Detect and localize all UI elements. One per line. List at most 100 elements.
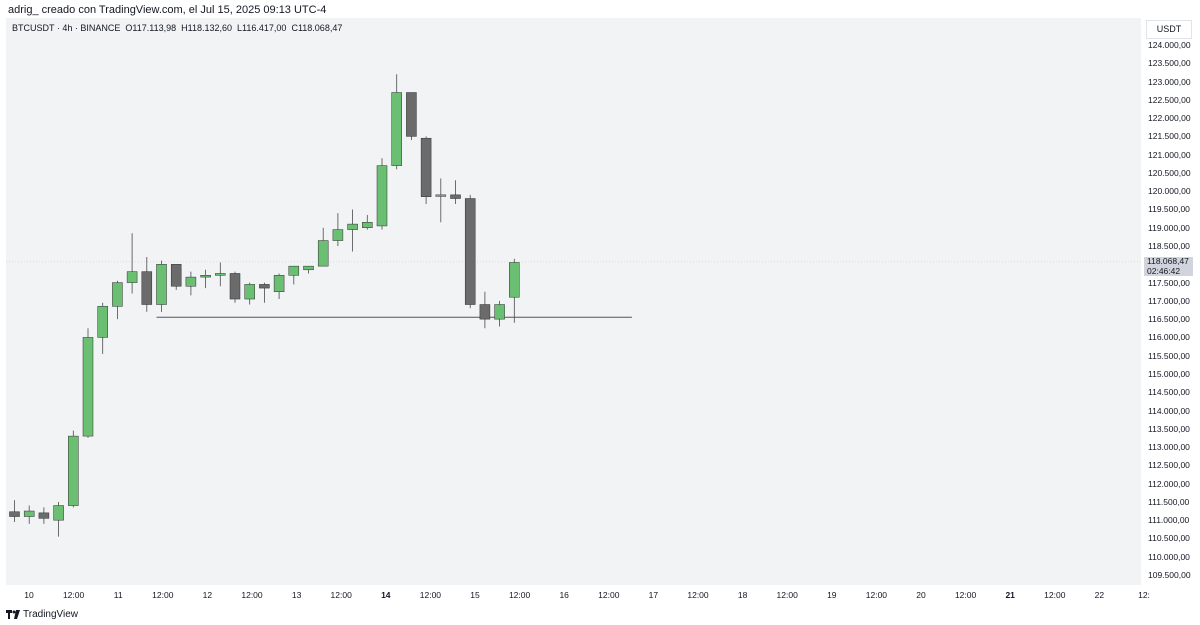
high-value: 118.132,60 xyxy=(187,23,233,33)
candle[interactable] xyxy=(479,291,491,329)
time-tick-label: 18 xyxy=(737,590,748,600)
price-tick-label: 116.500,00 xyxy=(1148,314,1190,325)
candle-body-down xyxy=(170,264,182,287)
candle[interactable] xyxy=(53,501,64,537)
candle-body-up xyxy=(68,435,79,506)
candle[interactable] xyxy=(82,328,94,438)
candle[interactable] xyxy=(244,282,255,305)
candle-body-down xyxy=(259,284,270,289)
candle[interactable] xyxy=(391,74,402,170)
tradingview-brand[interactable]: TradingView xyxy=(6,609,78,620)
time-tick-label: 14 xyxy=(381,590,391,600)
price-tick-label: 123.000,00 xyxy=(1148,76,1191,87)
time-tick-label: 12:00 xyxy=(152,590,174,600)
time-tick-label: 21 xyxy=(1005,590,1015,600)
candle-body-up xyxy=(509,262,520,298)
last-price-value: 118.068,47 xyxy=(1147,256,1189,266)
candle[interactable] xyxy=(376,158,388,230)
price-tick-label: 124.000,00 xyxy=(1148,40,1191,50)
price-tick-label: 120.000,00 xyxy=(1148,186,1191,197)
time-tick-label: 12: xyxy=(1138,590,1150,600)
time-tick-label: 19 xyxy=(827,590,837,600)
time-tick-label: 16 xyxy=(559,590,569,600)
price-tick-label: 119.500,00 xyxy=(1148,204,1190,215)
candle[interactable] xyxy=(303,265,314,274)
candle[interactable] xyxy=(200,269,211,289)
candle-body-up xyxy=(376,165,388,227)
candle-body-up xyxy=(23,510,35,517)
candle-body-up xyxy=(391,92,402,166)
candle[interactable] xyxy=(215,262,226,287)
candle[interactable] xyxy=(141,257,153,312)
candle-body-up xyxy=(53,505,64,521)
candle[interactable] xyxy=(126,233,138,294)
price-tick-label: 116.000,00 xyxy=(1148,332,1190,343)
price-tick-label: 111.500,00 xyxy=(1148,496,1190,507)
candle[interactable] xyxy=(435,178,447,223)
candle[interactable] xyxy=(494,300,505,327)
price-tick-label: 114.500,00 xyxy=(1148,387,1190,398)
candle[interactable] xyxy=(38,507,50,524)
candle-body-up xyxy=(273,275,285,292)
candle[interactable] xyxy=(68,430,79,508)
candle[interactable] xyxy=(362,214,373,230)
candle-body-up xyxy=(332,229,344,241)
candle-body-up xyxy=(126,271,138,283)
candle[interactable] xyxy=(112,280,123,320)
candle-body-down xyxy=(479,304,491,320)
close-label: C xyxy=(291,23,298,33)
candle[interactable] xyxy=(170,264,182,290)
price-tick-label: 111.000,00 xyxy=(1148,515,1190,526)
candle[interactable] xyxy=(347,209,358,252)
time-tick-label: 22 xyxy=(1094,590,1105,600)
candle[interactable] xyxy=(23,505,35,524)
time-tick-label: 12:00 xyxy=(687,590,709,600)
candle[interactable] xyxy=(332,213,344,247)
price-tick-label: 118.500,00 xyxy=(1148,241,1190,252)
time-tick-label: 12:00 xyxy=(62,590,85,600)
candle-body-up xyxy=(362,222,373,229)
candle-body-up xyxy=(317,240,329,267)
candle[interactable] xyxy=(259,282,270,303)
candle[interactable] xyxy=(229,271,241,303)
candle-body-up xyxy=(185,276,197,287)
candle[interactable] xyxy=(273,273,285,300)
candle-body-up xyxy=(244,284,255,300)
high-label: H xyxy=(181,23,188,33)
tradingview-logo-icon xyxy=(6,610,20,619)
chart-pane[interactable] xyxy=(6,18,1141,585)
candle-body-up xyxy=(288,265,300,276)
candle[interactable] xyxy=(420,136,432,204)
price-tick-label: 123.500,00 xyxy=(1148,58,1191,69)
price-tick-label: 115.000,00 xyxy=(1148,368,1190,379)
price-tick-label: 117.000,00 xyxy=(1148,295,1190,306)
candle-body-up xyxy=(97,306,108,338)
candle[interactable] xyxy=(9,500,20,522)
candle-body-up xyxy=(112,282,123,307)
open-value: 117.113,98 xyxy=(132,23,177,33)
candle-body-up xyxy=(82,337,94,437)
candle[interactable] xyxy=(156,260,167,312)
price-tick-label: 122.500,00 xyxy=(1148,94,1191,105)
time-tick-label: 12:00 xyxy=(954,590,977,600)
candle[interactable] xyxy=(450,180,461,204)
candle[interactable] xyxy=(288,265,300,285)
candle[interactable] xyxy=(464,194,476,309)
candle-body-down xyxy=(464,198,476,305)
time-tick-label: 17 xyxy=(648,590,659,600)
price-tick-label: 109.500,00 xyxy=(1148,570,1191,580)
price-axis[interactable] xyxy=(1141,18,1200,585)
price-tick-label: 117.500,00 xyxy=(1148,277,1190,288)
time-tick-label: 12:00 xyxy=(241,590,263,600)
time-tick-label: 12:00 xyxy=(1044,590,1066,600)
candle[interactable] xyxy=(406,92,417,141)
candle[interactable] xyxy=(97,302,108,354)
candle[interactable] xyxy=(317,227,329,267)
candle[interactable] xyxy=(509,258,520,323)
bar-countdown: 02:46:42 xyxy=(1147,265,1181,276)
currency-selector[interactable]: USDT xyxy=(1146,20,1192,39)
open-label: O xyxy=(125,23,133,33)
time-tick-label: 12:00 xyxy=(508,590,531,600)
candle[interactable] xyxy=(185,271,197,296)
